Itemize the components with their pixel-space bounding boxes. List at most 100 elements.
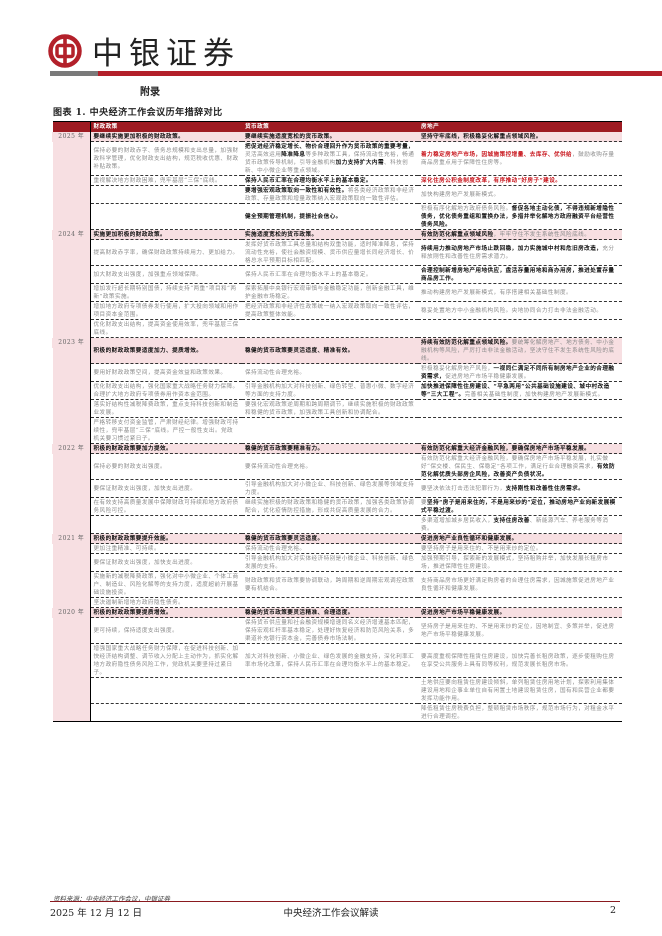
cell-text: 支持商品房市场更好满足购房者的合理住房需求，因城施策促进房地产业良性循环和健康发… bbox=[421, 577, 615, 592]
cell-text: 增加发行超长期特别国债，持续支持“两重”项目和“两新”政策实施。 bbox=[93, 285, 237, 300]
figure-title: 图表 1. 中央经济工作会议历年措辞对比 bbox=[53, 108, 223, 118]
cell-real-estate bbox=[418, 399, 622, 418]
cell-fiscal: 增加地方政府专项债券发行使用，扩大投向领域和用作项目资本金范围。 bbox=[90, 301, 242, 320]
cell-real-estate: 着力稳定房地产市场，因城施策控增量、去库存、优供给，鼓励收购存量商品房重点用于保… bbox=[418, 141, 622, 176]
table-row: 要用好财政政策空间，提高资金效益和政策效果。 保持流动性合理充裕。 积极稳妥化解房地… bbox=[53, 363, 622, 382]
cell-monetary bbox=[242, 677, 418, 704]
table-row: 提高财政赤字率，确保财政政策持续用力、更加给力。 发挥好货币政策工具总量和结构双重… bbox=[53, 239, 622, 266]
cell-text: 增加地方政府专项债券发行使用，扩大投向领域和用作项目资本金范围。 bbox=[93, 303, 239, 318]
header-bar-gray bbox=[50, 71, 98, 76]
cell-fiscal: 重视解决地方财政困难，兜牢基层“三保”底线。 bbox=[90, 175, 242, 186]
cell-text: 要强化宏观政策逆周期和跨周期调节，继续实施积极的财政政策和稳健的货币政策，加强政… bbox=[245, 401, 415, 416]
bold-text: 要继续实施更加积极的财政政策。 bbox=[93, 133, 185, 140]
cell-real-estate: 有效防范化解重点领域风险，牢牢守住不发生系统性风险底线。 bbox=[418, 229, 622, 240]
cell-monetary: 财政政策和货币政策要协调联动，跨周期和逆周期宏观调控政策要有机结合。 bbox=[242, 571, 418, 598]
cell-text: 等多种政策工具，保持流动性充裕，畅通货币政策传导机制，引导金融机构 bbox=[245, 151, 415, 166]
cell-text: 要坚决依法打击违法犯罪行为， bbox=[421, 485, 506, 492]
bold-text: 支持住房改善 bbox=[493, 517, 530, 524]
cell-real-estate: 加快推进保障性住房建设、“平急两用”公共基础设施建设、城中村改造等“三大工程”。… bbox=[418, 381, 622, 400]
cell-text: 继续实施积极的财政政策和稳健的货币政策，加强各类政策协调配合，优化疫情防控措施，… bbox=[245, 499, 415, 514]
cell-monetary: 发挥好货币政策工具总量和结构双重功能，适时降准降息，保持流动性充裕，使社会融资规… bbox=[242, 239, 418, 266]
bold-text: 实施适度宽松的货币政策。 bbox=[245, 231, 318, 238]
cell-fiscal: 积极的财政政策要提升效能。 bbox=[90, 533, 242, 544]
cell-text: 要坚持房子是用来住的、不是用来炒的定位。 bbox=[421, 545, 542, 552]
cell-fiscal: 要继续实施更加积极的财政政策。 bbox=[90, 132, 242, 142]
year-text: 2020 年 bbox=[52, 607, 91, 618]
cell-fiscal: 更加注重精准、可持续。 bbox=[90, 543, 242, 554]
cell-text: 增强国家重大战略任务财力保障，在促进科技创新、加快经济结构调整、调节收入分配上主… bbox=[93, 645, 239, 676]
cell-text: 严格转移支付资金监管，严肃财经纪律。增强财政可持续性，兜牢基层“三保”底线。严控… bbox=[93, 419, 239, 442]
cell-real-estate: 稳妥处置地方中小金融机构风险。央地协同合力打击非法金融活动。 bbox=[418, 301, 622, 320]
bold-text: 坚持“房子是用来住的，不是用来炒的”定位，推动房地产业向新发展模式平稳过渡。 bbox=[421, 499, 616, 514]
year-text: 2024 年 bbox=[52, 229, 91, 240]
cell-text: 灵活高效运用 bbox=[245, 151, 282, 158]
year-summary-row: 2020 年积极的财政政策要提质增效。 稳健的货币政策要灵活精准、合理适度。 促进房… bbox=[52, 607, 622, 722]
table-row: 重视解决地方财政困难，兜牢基层“三保”底线。 保持人民币汇率在合理均衡水平上的基本… bbox=[53, 175, 622, 186]
cell-monetary: 要保持流动性合理充裕。 bbox=[242, 453, 418, 480]
cell-real-estate: 合理控制新增房地产用地供应，盘活存量用地和商办用房，推进处置存量商品房工作。 bbox=[418, 265, 622, 284]
table-row: 保持必要的财政支出强度。 要保持流动性合理充裕。 有效防范化解重大经济金融风险，要确… bbox=[53, 453, 622, 480]
year-summary-row: 2024 年实施更加积极的财政政策。 实施适度宽松的货币政策。 有效防范化解重点领域… bbox=[52, 229, 622, 338]
cell-real-estate: 有效防范化解重大经济金融风险，要确保房地产市场平稳发展。 bbox=[418, 443, 622, 454]
year-summary-row: 2025 年要继续实施更加积极的财政政策。 要继续实施适度宽松的货币政策。 坚持守牢… bbox=[52, 132, 622, 230]
cell-monetary: 保持流动性合理充裕。 bbox=[242, 543, 418, 554]
cell-real-estate bbox=[418, 597, 622, 608]
cell-fiscal: 坚决遏制新增地方政府隐性债务。 bbox=[90, 597, 242, 608]
bold-text: 稳健的货币政策要精准有力。 bbox=[245, 445, 324, 452]
bold-text: 积极的财政政策要适度加力、提质增效。 bbox=[93, 347, 203, 354]
cell-text: 有效防范化解重大经济金融风险，要确保房地产市场平稳发展，扎实做好“保交楼、保民生… bbox=[421, 455, 609, 470]
bold-text: 积极的财政政策要加力提效。 bbox=[93, 445, 173, 452]
cell-fiscal: 落实好结构性减税降费政策，重点支持科技创新和制造业发展。 bbox=[90, 399, 242, 418]
cell-text: 积极稳妥化解房地产风险， bbox=[421, 365, 494, 372]
bold-text: 有效防范化解重点领域风险 bbox=[421, 231, 494, 238]
bold-text: 有效防范化解优质头部房企风险，改善资产负债状况。 bbox=[421, 463, 615, 478]
cell-fiscal: 实施新的减税降费政策，强化对中小微企业、个体工商户、制造业、风险化解等的支持力度… bbox=[90, 571, 242, 598]
bold-text: 要增强宏观政策取向一致性和有效性。 bbox=[245, 187, 348, 194]
cell-fiscal: 优化财政支出结构，强化国家重大战略任务财力保障。合理扩大地方政府专项债券用作资本… bbox=[90, 381, 242, 400]
bold-text: 支持刚性和改善性住房需求。 bbox=[505, 485, 585, 492]
year-label: 2025 年 bbox=[52, 132, 91, 230]
cell-fiscal bbox=[90, 677, 242, 704]
table-row: 加大财政支出强度，加强重点领域保障。 保持人民币汇率在合理均衡水平上的基本稳定。 合… bbox=[53, 265, 622, 284]
table-row: 增强国家重大战略任务财力保障，在促进科技创新、加快经济结构调整、调节收入分配上主… bbox=[53, 643, 622, 678]
cell-real-estate: 坚持守牢底线，积极稳妥化解重点领域风险。 bbox=[418, 132, 622, 142]
bold-text: 合理控制新增房地产用地供应，盘活存量用地和商办用房，推进处置存量商品房工作。 bbox=[421, 267, 615, 282]
bold-text: 一视同仁满足不同所有制房地产企业的合理融资需求， bbox=[421, 365, 615, 380]
cell-monetary: 保持人民币汇率在合理均衡水平上的基本稳定。 bbox=[242, 175, 418, 186]
cell-monetary: 稳健的货币政策要精准有力。 bbox=[242, 443, 418, 454]
cell-text: 加快构建房地产发展新模式。 bbox=[421, 191, 500, 198]
cell-monetary: 加大对科技创新、小微企业、绿色发展的金融支持，深化利率汇率市场化改革，保持人民币… bbox=[242, 643, 418, 678]
cell-text: 引导金融机构加大对实体经济特别是小微企业、科技创新、绿色发展的支持。 bbox=[245, 555, 415, 570]
cell-text: 多渠道增加城乡居民收入， bbox=[421, 517, 494, 524]
table-row: 增加地方政府专项债券发行使用，扩大投向领域和用作项目资本金范围。 把经济政策和非经… bbox=[53, 301, 622, 320]
cell-text: 要用好财政政策空间，提高资金效益和政策效果。 bbox=[93, 369, 227, 376]
table-row: 多渠道增加城乡居民收入，支持住房改善、新能源汽车、养老服务等消费。 bbox=[53, 515, 622, 534]
table-row: 要保证财政支出强度，加快支出进度。 引导金融机构加大对小微企业、科技创新、绿色发展… bbox=[53, 479, 622, 498]
cell-fiscal bbox=[90, 703, 242, 722]
table-row: 增加发行超长期特别国债，持续支持“两重”项目和“两新”政策实施。 探索拓展中央银行… bbox=[53, 283, 622, 302]
bold-text: 要继续实施适度宽松的货币政策。 bbox=[245, 133, 336, 140]
cell-text: 要保证财政支出强度，加快支出进度。 bbox=[93, 485, 197, 492]
column-header-real-estate: 房地产 bbox=[418, 121, 622, 132]
cell-fiscal: 严格转移支付资金监管，严肃财经纪律。增强财政可持续性，兜牢基层“三保”底线。严控… bbox=[90, 417, 242, 444]
cell-monetary: 要继续实施适度宽松的货币政策。 bbox=[242, 132, 418, 142]
bold-text: 加力支持扩大内需 bbox=[335, 159, 385, 166]
cell-monetary: 要增强宏观政策取向一致性和有效性。将各类经济政策和非经济政策、存量政策和增量政策… bbox=[242, 185, 418, 204]
cell-text: 重视解决地方财政困难，兜牢基层“三保”底线。 bbox=[93, 177, 221, 184]
cell-text: 土地供应要向租赁住房建设倾斜，单列租赁住房用地计划，探索利用集体建设用地和企事业… bbox=[421, 679, 615, 702]
cell-fiscal: 积极的财政政策要提质增效。 bbox=[90, 607, 242, 618]
bold-text: 持续用力推动房地产市场止跌回稳，加力实施城中村和危旧房改造， bbox=[421, 245, 603, 252]
cell-fiscal: 积极的财政政策要加力提效。 bbox=[90, 443, 242, 454]
cell-fiscal: 要保证财政支出强度，加快支出进度。 bbox=[90, 553, 242, 572]
cell-real-estate: 推动构建房地产发展新模式，有序搭建相关基础性制度。 bbox=[418, 283, 622, 302]
cell-real-estate: 有效防范化解重大经济金融风险，要确保房地产市场平稳发展，扎实做好“保交楼、保民生… bbox=[418, 453, 622, 480]
cell-text: 引导金融机构加大对科技创新、绿色转型、普惠小微、数字经济等方面的支持力度。 bbox=[245, 383, 415, 398]
cell-text: 保持必要的财政赤字、债务总规模和支出总量，加强财政科学管理，优化财政支出结构，规… bbox=[93, 147, 239, 170]
bank-of-china-logo-icon bbox=[48, 33, 82, 68]
cell-real-estate bbox=[418, 417, 622, 444]
cell-text: 加强预期引导，探索新的发展模式，坚持租购并举，加快发展长租房市场，推进保障性住房… bbox=[421, 555, 609, 570]
cell-text: 积极有序化解地方政府债务风险。 bbox=[421, 205, 512, 212]
cell-monetary: 引导金融机构加大对实体经济特别是小微企业、科技创新、绿色发展的支持。 bbox=[242, 553, 418, 572]
cell-monetary: 稳健的货币政策要灵活适度、精准有效。 bbox=[242, 337, 418, 364]
cell-monetary: 要强化宏观政策逆周期和跨周期调节，继续实施积极的财政政策和稳健的货币政策，加强政… bbox=[242, 399, 418, 418]
